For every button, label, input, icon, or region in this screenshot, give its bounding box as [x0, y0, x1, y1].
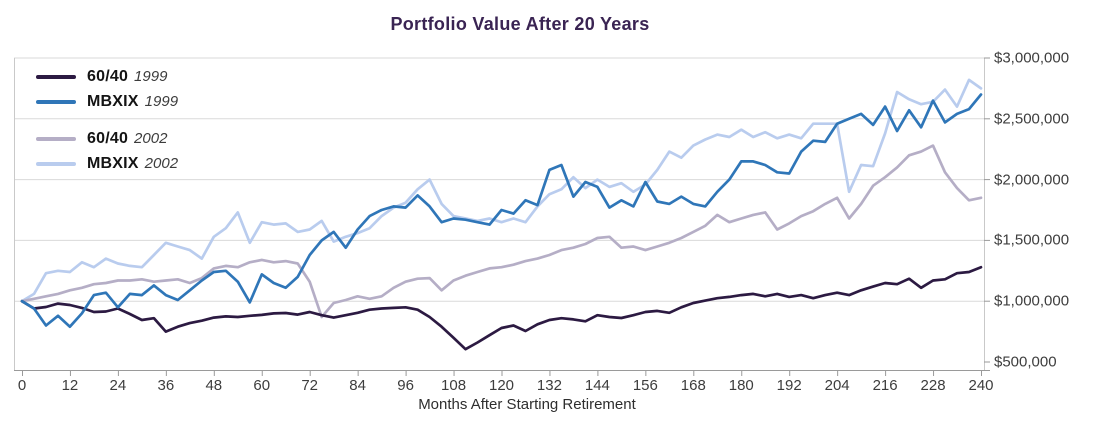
legend-item-60-40-1999: 60/40 1999: [36, 64, 178, 89]
legend-item-mbxix-2002: MBXIX 2002: [36, 151, 178, 176]
y-tick-label: $1,500,000: [994, 231, 1070, 249]
legend-label: 60/40: [87, 129, 129, 147]
x-tick-label: 168: [680, 377, 706, 394]
x-axis-title: Months After Starting Retirement: [418, 396, 636, 413]
chart-title: Portfolio Value After 20 Years: [390, 14, 650, 34]
y-tick-label: $1,000,000: [994, 292, 1070, 310]
x-tick-label: 12: [61, 377, 79, 394]
legend-item-60-40-2002: 60/40 2002: [36, 126, 178, 151]
x-tick-label: 60: [253, 377, 271, 394]
legend-year: 2002: [134, 130, 168, 147]
x-tick-label: 180: [728, 377, 754, 394]
x-tick-label: 192: [776, 377, 802, 394]
x-tick-label: 0: [17, 377, 27, 394]
y-tick-label: $2,000,000: [994, 171, 1070, 189]
y-tick-label: $2,500,000: [994, 110, 1070, 128]
legend-item-mbxix-1999: MBXIX 1999: [36, 89, 178, 114]
x-tick-label: 204: [824, 377, 850, 394]
x-tick-label: 228: [920, 377, 946, 394]
legend-swatch: [36, 161, 76, 166]
legend-year: 2002: [144, 155, 179, 172]
x-tick-label: 240: [968, 377, 994, 394]
x-tick-label: 72: [301, 377, 319, 394]
x-tick-label: 120: [488, 377, 515, 394]
x-tick-label: 96: [397, 377, 414, 394]
x-tick-label: 24: [109, 377, 127, 394]
x-tick-label: 132: [536, 377, 562, 394]
y-tick-label: $500,000: [994, 353, 1057, 371]
legend-year: 1999: [134, 68, 168, 85]
legend-label: 60/40: [87, 67, 129, 85]
series-line-mbxix-2002: [20, 78, 983, 303]
legend-label: MBXIX: [87, 154, 139, 172]
legend-swatch: [36, 74, 76, 79]
series-line-mbxix-1999: [20, 93, 983, 329]
series-line-60-40-1999: [20, 265, 983, 351]
legend-year: 1999: [144, 93, 179, 110]
x-tick-label: 216: [872, 377, 898, 394]
x-tick-label: 144: [584, 377, 610, 394]
x-tick-label: 48: [205, 377, 223, 394]
y-tick-label: $3,000,000: [994, 49, 1070, 67]
legend-label: MBXIX: [87, 92, 139, 110]
x-tick-label: 36: [157, 377, 175, 394]
x-tick-label: 84: [349, 377, 366, 394]
legend: 60/40 1999 MBXIX 1999 60/40 2002 MBXIX 2002: [36, 64, 178, 176]
x-tick-label: 108: [441, 377, 467, 394]
series-line-60-40-2002: [20, 144, 983, 319]
x-tick-label: 156: [632, 377, 658, 394]
legend-swatch: [36, 99, 76, 104]
legend-swatch: [36, 136, 76, 141]
